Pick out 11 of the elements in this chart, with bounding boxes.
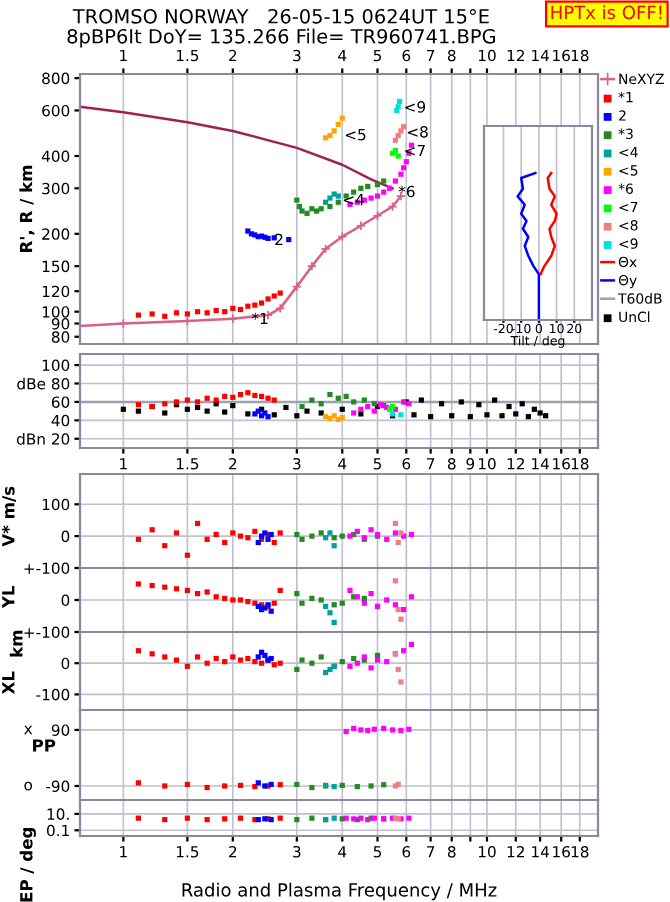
y-axis-title: YL [2,585,15,609]
y-axis-title: R', R / km [19,165,35,252]
y-axis-title: EP / deg [19,827,36,902]
chart-title: TROMSO NORWAY 26-05-15 0624UT 15°E [72,8,489,24]
x-axis-title: Radio and Plasma Frequency / MHz [182,882,497,901]
y-axis-title: XL [2,671,15,695]
text: km [9,630,23,657]
y-axis-title: PP [33,739,56,752]
chart-subtitle: 8pBP6It DoY= 135.266 File= TR960741.BPG [67,28,496,48]
y-axis-title: V* m/s [2,486,16,547]
text: HPTx is OFF! [551,5,662,20]
